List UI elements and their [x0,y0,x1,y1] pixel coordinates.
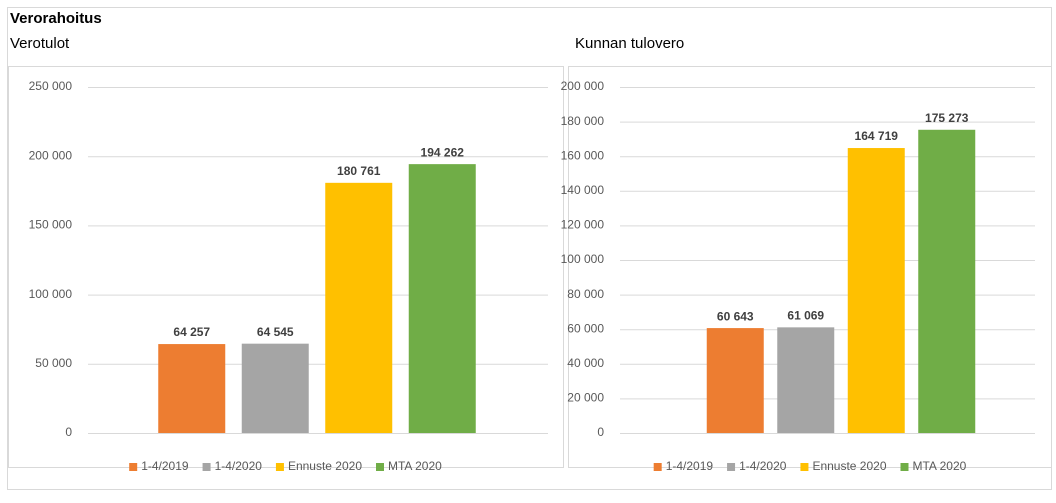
value-label: 64 545 [257,325,294,339]
value-label: 175 273 [925,111,969,125]
bar [241,343,309,433]
y-tick-label: 100 000 [29,287,73,301]
y-tick-label: 200 000 [29,148,73,162]
value-label: 194 262 [421,145,465,159]
y-tick-label: 180 000 [561,114,605,128]
legend-label: MTA 2020 [913,459,967,473]
bar [918,129,976,433]
legend-label: MTA 2020 [388,459,442,473]
y-tick-label: 80 000 [567,287,604,301]
chart-title: Verotulot [10,35,70,52]
value-label: 61 069 [787,309,824,323]
legend-swatch [900,463,909,471]
legend-swatch [800,463,809,471]
legend-label: 1-4/2019 [666,459,714,473]
y-tick-label: 50 000 [35,356,72,370]
y-tick-label: 200 000 [561,79,605,93]
value-label: 60 643 [717,309,754,323]
legend-label: 1-4/2020 [739,459,787,473]
legend-label: 1-4/2019 [141,459,189,473]
legend-swatch [727,463,736,471]
y-tick-label: 0 [65,425,72,439]
legend-label: Ennuste 2020 [812,459,886,473]
chart-frame [568,66,1052,468]
legend-swatch [653,463,662,471]
bar [325,182,393,433]
legend-swatch [275,463,284,471]
bar [706,328,764,433]
chart-title: Kunnan tulovero [575,35,684,52]
legend-label: Ennuste 2020 [288,459,362,473]
y-tick-label: 20 000 [567,391,604,405]
bar [847,148,905,433]
value-label: 164 719 [855,129,899,143]
y-tick-label: 60 000 [567,321,604,335]
legend-swatch [202,463,211,471]
y-tick-label: 160 000 [561,148,605,162]
y-tick-label: 0 [597,425,604,439]
y-tick-label: 250 000 [29,79,73,93]
chart-frame [8,66,564,468]
page-title: Verorahoitus [10,10,102,27]
y-tick-label: 100 000 [561,252,605,266]
y-tick-label: 120 000 [561,218,605,232]
bar [158,344,226,433]
legend-label: 1-4/2020 [215,459,263,473]
value-label: 180 761 [337,164,381,178]
legend-swatch [376,463,384,471]
y-tick-label: 150 000 [29,218,73,232]
y-tick-label: 140 000 [561,183,605,197]
bar [408,164,476,433]
legend-swatch [129,463,138,471]
value-label: 64 257 [173,325,210,339]
bar [777,327,835,433]
y-tick-label: 40 000 [567,356,604,370]
